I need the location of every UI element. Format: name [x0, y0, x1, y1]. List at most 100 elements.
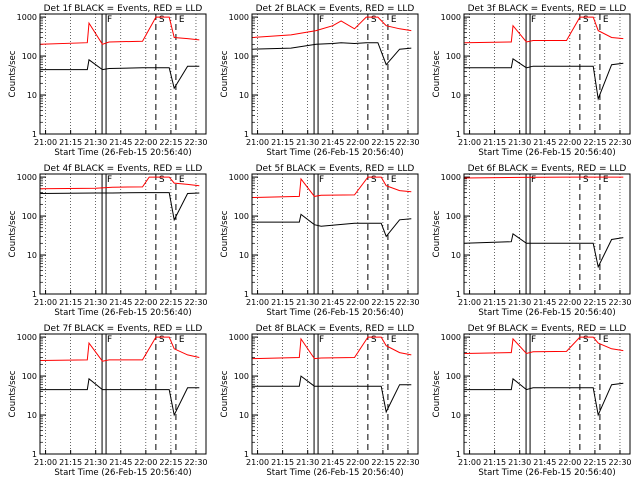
- chart-title: Det 3f BLACK = Events, RED = LLD: [468, 4, 627, 14]
- y-tick-label: 1000: [229, 173, 249, 182]
- marker-label: E: [179, 335, 185, 345]
- marker-label: S: [371, 335, 377, 345]
- x-tick-label: 22:30: [396, 138, 419, 147]
- marker-label: F: [319, 175, 324, 185]
- marker-label: E: [603, 335, 609, 345]
- chart-title: Det 7f BLACK = Events, RED = LLD: [44, 324, 203, 334]
- y-axis-label: Counts/sec: [220, 210, 230, 257]
- panel-2: F S E 21:00 21:15 21:30 21:45 22:00 22:15 22:30 1 1…: [220, 4, 420, 158]
- x-axis-label: Start Time (26-Feb-15 20:56:40): [478, 148, 615, 158]
- x-tick-label: 21:00: [458, 458, 481, 467]
- x-tick-label: 22:00: [346, 458, 369, 467]
- x-tick-label: 22:30: [608, 458, 631, 467]
- series-red-line: [464, 336, 624, 355]
- x-tick-label: 22:00: [346, 138, 369, 147]
- x-tick-label: 22:15: [583, 458, 606, 467]
- marker-label: E: [391, 15, 397, 25]
- x-tick-label: 21:00: [246, 298, 269, 307]
- y-tick-label: 10: [27, 91, 37, 100]
- x-tick-label: 21:45: [533, 138, 556, 147]
- x-tick-label: 21:45: [321, 138, 344, 147]
- y-tick-label: 1: [32, 450, 37, 459]
- marker-label: E: [603, 15, 609, 25]
- x-tick-label: 21:30: [508, 138, 531, 147]
- series-red-line: [40, 336, 200, 362]
- y-tick-label: 10: [239, 91, 249, 100]
- series-red-line: [464, 16, 624, 44]
- x-tick-label: 21:00: [246, 458, 269, 467]
- series-red-line: [252, 336, 412, 360]
- plot-frame: [251, 333, 419, 455]
- series-black-line: [464, 232, 624, 269]
- x-tick-label: 22:15: [583, 138, 606, 147]
- marker-label: S: [159, 175, 165, 185]
- y-axis-label: Counts/sec: [220, 370, 230, 417]
- panels: F S E21:00 21:15 21:30 21:45 22:00 22:15 22:3011…: [8, 4, 632, 478]
- y-axis-label: Counts/sec: [220, 50, 230, 97]
- x-tick-label: 22:00: [558, 458, 581, 467]
- y-tick-label: 10: [451, 411, 461, 420]
- x-tick-label: 21:15: [271, 298, 294, 307]
- y-tick-label: 100: [234, 372, 249, 381]
- y-tick-label: 1000: [17, 13, 37, 22]
- y-tick-label: 1: [244, 130, 249, 139]
- x-tick-label: 22:00: [134, 458, 157, 467]
- x-tick-label: 22:00: [558, 298, 581, 307]
- x-tick-label: 21:30: [508, 458, 531, 467]
- y-tick-label: 10: [27, 251, 37, 260]
- plot-frame: [251, 173, 419, 295]
- x-tick-label: 22:30: [184, 138, 207, 147]
- series-black-line: [40, 192, 200, 222]
- panel-5: F S E 21:00 21:15 21:30 21:45 22:00 22:15 22:30 1 1…: [220, 164, 420, 318]
- marker-label: S: [371, 175, 377, 185]
- x-tick-label: 21:00: [34, 138, 57, 147]
- y-tick-label: 10: [27, 411, 37, 420]
- marker-label: S: [159, 335, 165, 345]
- plot-frame: [463, 13, 631, 135]
- y-tick-label: 100: [234, 52, 249, 61]
- x-tick-label: 22:15: [583, 298, 606, 307]
- x-tick-label: 21:45: [533, 458, 556, 467]
- y-tick-label: 10: [239, 251, 249, 260]
- y-tick-label: 100: [22, 212, 37, 221]
- marker-label: E: [391, 335, 397, 345]
- y-tick-label: 100: [446, 372, 461, 381]
- x-tick-label: 21:30: [508, 298, 531, 307]
- chart-title: Det 8f BLACK = Events, RED = LLD: [256, 324, 415, 334]
- plot-frame: [251, 13, 419, 135]
- x-tick-label: 22:15: [159, 458, 182, 467]
- marker-label: F: [531, 15, 536, 25]
- y-tick-label: 1: [32, 290, 37, 299]
- y-tick-label: 1000: [441, 13, 461, 22]
- x-tick-label: 21:30: [84, 298, 107, 307]
- y-tick-label: 1: [244, 450, 249, 459]
- series-black-line: [252, 42, 412, 66]
- x-tick-label: 21:00: [458, 298, 481, 307]
- series-red-line: [464, 176, 624, 179]
- marker-label: S: [583, 335, 589, 345]
- chart-title: Det 4f BLACK = Events, RED = LLD: [44, 164, 203, 174]
- series-black-line: [40, 58, 200, 90]
- x-axis-label: Start Time (26-Feb-15 20:56:40): [478, 468, 615, 478]
- x-tick-label: 21:15: [483, 458, 506, 467]
- x-tick-label: 21:15: [483, 138, 506, 147]
- x-tick-label: 21:45: [109, 298, 132, 307]
- series-red-line: [40, 176, 200, 190]
- x-tick-label: 21:30: [84, 138, 107, 147]
- marker-label: F: [531, 175, 536, 185]
- panel-4: F S E 21:00 21:15 21:30 21:45 22:00 22:15 22:30 1 1…: [8, 164, 208, 318]
- x-tick-label: 21:00: [34, 298, 57, 307]
- series-red-line: [40, 16, 200, 45]
- x-axis-label: Start Time (26-Feb-15 20:56:40): [478, 308, 615, 318]
- y-tick-label: 1: [456, 290, 461, 299]
- y-tick-label: 100: [22, 372, 37, 381]
- x-tick-label: 22:30: [608, 138, 631, 147]
- marker-label: E: [603, 175, 609, 185]
- x-tick-label: 21:00: [458, 138, 481, 147]
- x-tick-label: 22:00: [558, 138, 581, 147]
- plot-frame: [463, 333, 631, 455]
- x-tick-label: 22:00: [134, 298, 157, 307]
- x-tick-label: 21:45: [321, 298, 344, 307]
- chart-title: Det 5f BLACK = Events, RED = LLD: [256, 164, 415, 174]
- panel-3: F S E 21:00 21:15 21:30 21:45 22:00 22:15 22:30 1 1…: [432, 4, 632, 158]
